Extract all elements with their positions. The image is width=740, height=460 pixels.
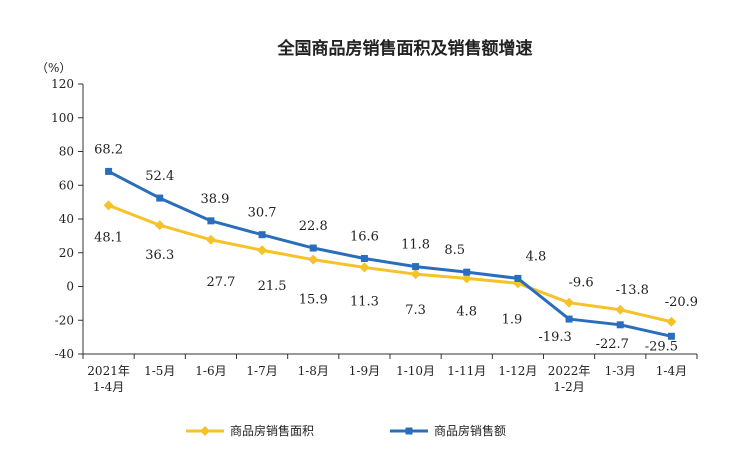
data-label: 27.7 (206, 275, 235, 290)
axes: 120 100 80 60 40 20 0 -20 -40 2021年 1-4月 1-5月 1-6月 1-… (51, 77, 698, 394)
data-label: 36.3 (145, 248, 174, 263)
x-tick-label: 1-10月 (396, 364, 435, 378)
data-point (103, 200, 114, 211)
data-point (461, 273, 472, 284)
data-label: -29.5 (645, 339, 678, 354)
data-label: -20.9 (665, 295, 698, 310)
data-point (205, 234, 216, 245)
data-point (258, 231, 266, 239)
x-tick-label: 2022年 (548, 364, 591, 378)
legend-swatch-marker (200, 426, 210, 436)
y-tick-label: 100 (51, 111, 74, 125)
y-tick-label: -20 (55, 313, 74, 327)
x-tick-label: 1-5月 (144, 364, 175, 378)
y-tick-label: 80 (59, 145, 74, 159)
legend: 商品房销售面积 商品房销售额 (186, 423, 506, 438)
data-point (154, 220, 165, 231)
data-point (666, 316, 677, 327)
data-label: -19.3 (538, 330, 571, 345)
data-label: 4.8 (456, 304, 477, 319)
y-tick-label: 0 (66, 280, 74, 294)
series-line (108, 203, 672, 324)
y-tick-label: -40 (55, 347, 74, 361)
x-tick-label: 1-7月 (246, 364, 277, 378)
x-tick-label: 1-4月 (93, 380, 124, 394)
series-line (107, 170, 672, 338)
data-point (207, 217, 215, 225)
data-point (463, 268, 471, 276)
x-tick-label: 1-3月 (605, 364, 636, 378)
data-label: 4.8 (526, 249, 547, 264)
x-tick-label: 1-4月 (656, 364, 687, 378)
x-tick-label: 2021年 (87, 364, 130, 378)
data-point (257, 245, 268, 256)
data-labels: 48.1 36.3 27.7 21.5 15.9 11.3 7.3 4.8 1.9 -9.6 -13… (94, 142, 698, 354)
y-tick-label: 20 (59, 246, 74, 260)
data-point (410, 269, 421, 280)
data-label: 52.4 (145, 169, 174, 184)
data-point (667, 332, 675, 340)
legend-label: 商品房销售额 (434, 423, 506, 438)
data-point (412, 263, 420, 271)
data-point (359, 262, 370, 273)
data-point (615, 304, 626, 315)
x-tick-label: 1-6月 (195, 364, 226, 378)
data-label: 15.9 (299, 293, 328, 308)
data-point (564, 297, 575, 308)
data-label: 48.1 (94, 230, 123, 245)
y-axis-unit-label: （%） (36, 61, 71, 75)
data-label: -9.6 (569, 276, 594, 291)
data-label: 22.8 (299, 219, 328, 234)
legend-swatch-marker (405, 427, 413, 435)
legend-label: 商品房销售面积 (230, 423, 314, 438)
data-label: -13.8 (616, 283, 649, 298)
data-point (616, 321, 624, 329)
data-label: 38.9 (200, 192, 229, 207)
data-point (156, 194, 164, 202)
chart-title: 全国商品房销售面积及销售额增速 (277, 38, 533, 59)
data-label: 11.3 (350, 294, 379, 309)
data-point (514, 274, 522, 282)
x-tick-label: 1-9月 (349, 364, 380, 378)
series-layer (103, 167, 677, 340)
data-label: -22.7 (596, 337, 629, 352)
y-tick-label: 60 (59, 178, 74, 192)
y-tick-label: 40 (59, 212, 74, 226)
data-point (105, 167, 113, 175)
x-tick-label: 1-8月 (298, 364, 329, 378)
data-label: 68.2 (94, 142, 123, 157)
x-tick-label: 1-11月 (447, 364, 486, 378)
data-label: 1.9 (502, 312, 523, 327)
data-label: 21.5 (258, 279, 287, 294)
data-point (309, 244, 317, 252)
x-tick-label: 1-2月 (553, 380, 584, 394)
data-point (565, 315, 573, 323)
data-label: 30.7 (248, 206, 277, 221)
data-label: 11.8 (401, 238, 430, 253)
x-tick-label: 1-12月 (498, 364, 537, 378)
y-tick-label: 120 (51, 77, 74, 91)
data-label: 8.5 (444, 243, 465, 258)
data-point (308, 254, 319, 265)
data-label: 7.3 (405, 303, 426, 318)
data-label: 16.6 (350, 229, 379, 244)
data-point (360, 254, 368, 262)
